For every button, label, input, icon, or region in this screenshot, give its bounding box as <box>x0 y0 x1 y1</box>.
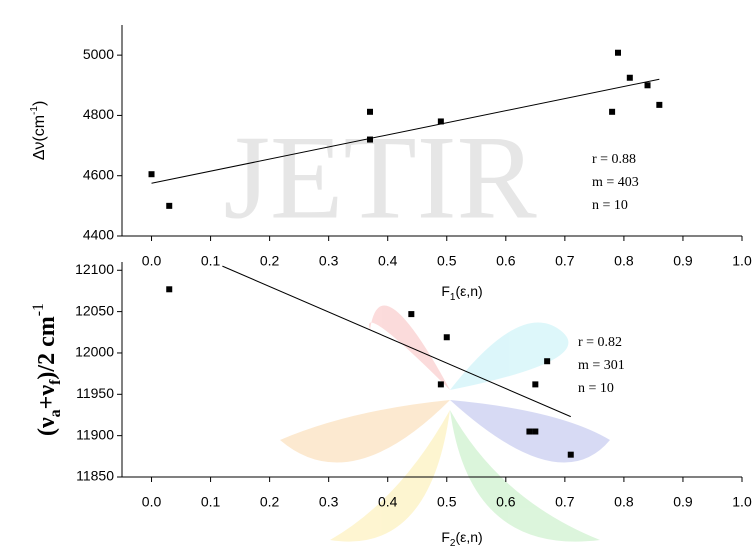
y-tick-label: 4400 <box>83 227 114 243</box>
y-tick-label: 11850 <box>76 468 114 484</box>
x-tick-label: 0.9 <box>673 253 693 269</box>
x-axis-label: F2(ε,n) <box>441 529 482 549</box>
y-axis-label: Δν(cm-1) <box>29 101 48 161</box>
point <box>367 109 373 115</box>
y-label-part: -1 <box>30 303 47 316</box>
x-tick-label: 0.4 <box>378 253 398 269</box>
y-label-part: a <box>47 409 64 417</box>
point <box>615 50 621 56</box>
x-tick-label: 0.3 <box>319 253 339 269</box>
point <box>166 286 172 292</box>
x-tick-label: 0.8 <box>614 494 634 510</box>
y-axis-label: (νa+νf)/2 cm-1 <box>30 303 64 436</box>
x-tick-label: 0.9 <box>673 494 693 510</box>
y-tick-label: 12000 <box>75 344 114 360</box>
x-tick-label: 0.7 <box>555 494 575 510</box>
x-tick-label: 0.6 <box>496 494 516 510</box>
x-tick-label: 0.2 <box>260 494 280 510</box>
point <box>645 82 651 88</box>
y-label-part: Δν(cm <box>31 115 48 160</box>
point <box>166 203 172 209</box>
petal <box>450 323 568 391</box>
x-tick-label: 0.1 <box>201 253 221 269</box>
annotation: m = 403 <box>592 175 639 190</box>
point <box>568 452 574 458</box>
x-label-part: (ε,n) <box>455 529 482 545</box>
point <box>438 381 444 387</box>
petal <box>369 306 450 391</box>
x-tick-label: 0.6 <box>496 253 516 269</box>
x-axis-label: F1(ε,n) <box>441 283 482 303</box>
x-tick-label: 0.0 <box>142 494 162 510</box>
x-label-part: F <box>441 529 450 545</box>
point <box>367 137 373 143</box>
x-tick-label: 0.3 <box>319 494 339 510</box>
x-tick-label: 0.5 <box>437 253 457 269</box>
x-tick-label: 1.0 <box>732 494 752 510</box>
annotation: n = 10 <box>578 381 614 396</box>
point <box>544 358 550 364</box>
annotation: m = 301 <box>578 358 625 373</box>
annotation: r = 0.82 <box>578 335 622 350</box>
y-tick-label: 4800 <box>83 106 114 122</box>
point <box>627 75 633 81</box>
x-tick-label: 0.7 <box>555 253 575 269</box>
y-tick-label: 5000 <box>83 46 114 62</box>
x-tick-label: 0.8 <box>614 253 634 269</box>
y-label-part: +ν <box>34 385 60 410</box>
point <box>408 311 414 317</box>
y-tick-label: 11950 <box>76 385 114 401</box>
x-tick-label: 0.5 <box>437 494 457 510</box>
x-tick-label: 0.1 <box>201 494 221 510</box>
page: JETIR 4400 4600 4800 5000 0.0 0.1 0.2 0.3 0.4 0.5… <box>0 0 754 556</box>
y-tick-label: 12100 <box>75 261 114 277</box>
y-label-part: (ν <box>34 417 60 436</box>
annotation: r = 0.88 <box>592 152 636 167</box>
x-tick-label: 1.0 <box>732 253 752 269</box>
y-tick-label: 12050 <box>75 302 114 318</box>
x-tick-label: 0.4 <box>378 494 398 510</box>
x-tick-label: 0.0 <box>142 253 162 269</box>
y-label-part: ) <box>31 101 48 106</box>
annotation: n = 10 <box>592 198 628 213</box>
watermark: JETIR <box>223 111 536 244</box>
y-tick-label: 11900 <box>76 426 114 442</box>
x-tick-label: 0.2 <box>260 253 280 269</box>
chart: JETIR 4400 4600 4800 5000 0.0 0.1 0.2 0.3 0.4 0.5… <box>0 0 754 556</box>
point <box>532 429 538 435</box>
point <box>656 102 662 108</box>
x-label-part: (ε,n) <box>455 283 482 299</box>
point <box>438 118 444 124</box>
y-tick-label: 4600 <box>83 166 114 182</box>
point <box>149 171 155 177</box>
y-label-part: )/2 cm <box>34 316 60 379</box>
point <box>526 429 532 435</box>
point <box>532 381 538 387</box>
point <box>444 334 450 340</box>
point <box>609 109 615 115</box>
x-label-part: F <box>441 283 450 299</box>
